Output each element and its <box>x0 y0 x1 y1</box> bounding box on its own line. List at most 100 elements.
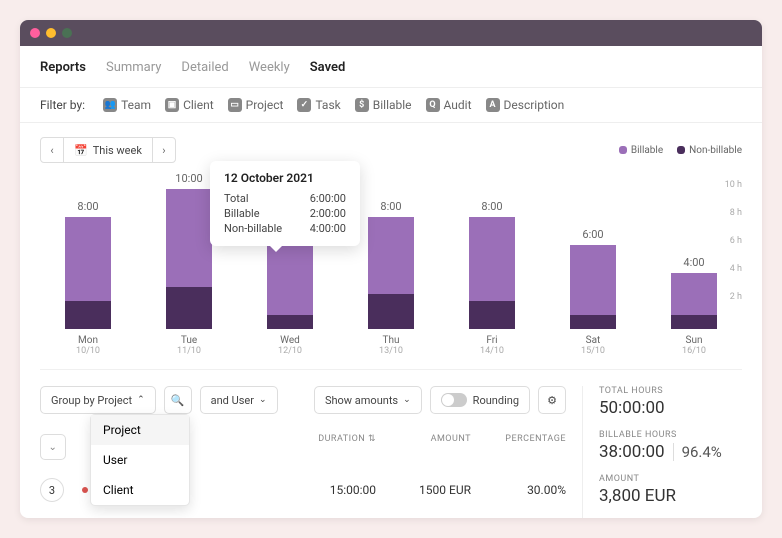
x-axis-label: Wed12/10 <box>262 335 318 356</box>
dropdown-item-client[interactable]: Client <box>91 475 189 505</box>
filter-team[interactable]: 👥Team <box>103 98 151 112</box>
x-axis-label: Fri14/10 <box>464 335 520 356</box>
bar-nonbillable-segment <box>570 315 616 329</box>
bar-value-label: 10:00 <box>175 172 202 185</box>
next-week-button[interactable]: › <box>152 137 176 163</box>
col-percentage[interactable]: PERCENTAGE <box>471 434 566 460</box>
expand-all-button[interactable]: ⌄ <box>40 434 66 460</box>
bar-column[interactable]: 8:00 <box>363 200 419 329</box>
bar-billable-segment <box>671 273 717 315</box>
filter-bar: Filter by: 👥Team ▣Client ▭Project ✓Task … <box>20 88 762 123</box>
filter-billable[interactable]: $Billable <box>355 98 412 112</box>
bar-nonbillable-segment <box>65 301 111 329</box>
gear-icon: ⚙ <box>547 394 557 407</box>
bar-column[interactable]: 6:00 <box>565 228 621 329</box>
filter-description[interactable]: ADescription <box>486 98 565 112</box>
bar-nonbillable-segment <box>267 315 313 329</box>
bar-nonbillable-segment <box>368 294 414 329</box>
stat-billable: BILLABLE HOURS 38:00:00 96.4% <box>599 430 742 462</box>
dropdown-item-user[interactable]: User <box>91 445 189 475</box>
table-panel: Group by Project⌃ 🔍 and User⌄ Show amoun… <box>40 386 582 518</box>
filter-task[interactable]: ✓Task <box>297 98 340 112</box>
calendar-icon: 📅 <box>74 144 88 157</box>
col-amount[interactable]: AMOUNT <box>376 434 471 460</box>
project-color-dot <box>82 487 88 493</box>
tab-saved[interactable]: Saved <box>310 60 346 75</box>
groupby-button[interactable]: Group by Project⌃ <box>40 386 156 414</box>
content: ‹ 📅 This week › Billable Non-billable 12… <box>20 123 762 518</box>
bar-column[interactable]: 10:00 <box>161 172 217 329</box>
chevron-down-icon: ⌄ <box>259 395 267 405</box>
search-button[interactable]: 🔍 <box>164 386 192 414</box>
stats-panel: TOTAL HOURS 50:00:00 BILLABLE HOURS 38:0… <box>582 386 742 518</box>
chart-legend: Billable Non-billable <box>619 145 742 156</box>
bar-value-label: 8:00 <box>481 200 502 213</box>
week-navigator: ‹ 📅 This week › <box>40 137 176 163</box>
legend-billable: Billable <box>619 145 663 156</box>
prev-week-button[interactable]: ‹ <box>40 137 64 163</box>
x-axis-label: Thu13/10 <box>363 335 419 356</box>
rounding-toggle[interactable]: Rounding <box>430 386 530 414</box>
groupby-dropdown: Project User Client <box>90 414 190 506</box>
bar-column[interactable]: 4:00 <box>666 256 722 329</box>
anduser-button[interactable]: and User⌄ <box>200 386 278 414</box>
minimize-dot[interactable] <box>46 28 56 38</box>
bar-chart: 8:00 10:00 6:00 8:00 8:00 6:00 4:00 <box>40 169 742 329</box>
tooltip-date: 12 October 2021 <box>224 171 346 185</box>
table-controls: Group by Project⌃ 🔍 and User⌄ Show amoun… <box>40 386 566 414</box>
row-number: 3 <box>40 478 64 502</box>
search-icon: 🔍 <box>171 394 185 407</box>
switch-icon <box>441 393 467 407</box>
close-dot[interactable] <box>30 28 40 38</box>
stat-total: TOTAL HOURS 50:00:00 <box>599 386 742 418</box>
filter-label: Filter by: <box>40 98 85 112</box>
tab-summary[interactable]: Summary <box>106 60 161 75</box>
tab-detailed[interactable]: Detailed <box>181 60 228 75</box>
bar-column[interactable]: 8:00 <box>464 200 520 329</box>
bar-nonbillable-segment <box>671 315 717 329</box>
bottom-panel: Group by Project⌃ 🔍 and User⌄ Show amoun… <box>40 369 742 518</box>
bar-billable-segment <box>166 189 212 287</box>
bar-billable-segment <box>65 217 111 301</box>
app-window: Reports Summary Detailed Weekly Saved Fi… <box>20 20 762 518</box>
x-axis: Mon10/10 Tue11/10 Wed12/10 Thu13/10 Fri14/10… <box>40 329 742 356</box>
x-axis-label: Mon10/10 <box>60 335 116 356</box>
bar-value-label: 8:00 <box>77 200 98 213</box>
titlebar <box>20 20 762 46</box>
x-axis-label: Sun16/10 <box>666 335 722 356</box>
bar-nonbillable-segment <box>469 301 515 329</box>
dropdown-item-project[interactable]: Project <box>91 415 189 445</box>
chart-tooltip: 12 October 2021 Total6:00:00 Billable2:0… <box>210 161 360 246</box>
bar-billable-segment <box>469 217 515 301</box>
cell-percentage: 30.00% <box>471 483 566 497</box>
showamounts-button[interactable]: Show amounts⌄ <box>314 386 422 414</box>
chevron-up-icon: ⌃ <box>137 395 145 405</box>
filter-project[interactable]: ▭Project <box>228 98 284 112</box>
chart-container: 12 October 2021 Total6:00:00 Billable2:0… <box>40 169 742 359</box>
x-axis-label: Sat15/10 <box>565 335 621 356</box>
bar-billable-segment <box>570 245 616 315</box>
bar-value-label: 6:00 <box>582 228 603 241</box>
bar-column[interactable]: 8:00 <box>60 200 116 329</box>
legend-nonbillable-dot <box>677 146 685 154</box>
bar-billable-segment <box>368 217 414 294</box>
chart-top-controls: ‹ 📅 This week › Billable Non-billable <box>40 137 742 163</box>
stat-amount: AMOUNT 3,800 EUR <box>599 474 742 506</box>
x-axis-label: Tue11/10 <box>161 335 217 356</box>
filter-audit[interactable]: QAudit <box>426 98 472 112</box>
bar-value-label: 8:00 <box>380 200 401 213</box>
col-duration[interactable]: DURATION ⇅ <box>281 434 376 460</box>
cell-duration: 15:00:00 <box>281 483 376 497</box>
bar-value-label: 4:00 <box>683 256 704 269</box>
legend-nonbillable: Non-billable <box>677 145 742 156</box>
cell-amount: 1500 EUR <box>376 483 471 497</box>
week-picker-button[interactable]: 📅 This week <box>64 137 152 163</box>
filter-client[interactable]: ▣Client <box>165 98 214 112</box>
chevron-down-icon: ⌄ <box>403 395 411 405</box>
bar-billable-segment <box>267 245 313 315</box>
settings-button[interactable]: ⚙ <box>538 386 566 414</box>
legend-billable-dot <box>619 146 627 154</box>
tab-weekly[interactable]: Weekly <box>249 60 290 75</box>
maximize-dot[interactable] <box>62 28 72 38</box>
tab-reports[interactable]: Reports <box>40 60 86 75</box>
